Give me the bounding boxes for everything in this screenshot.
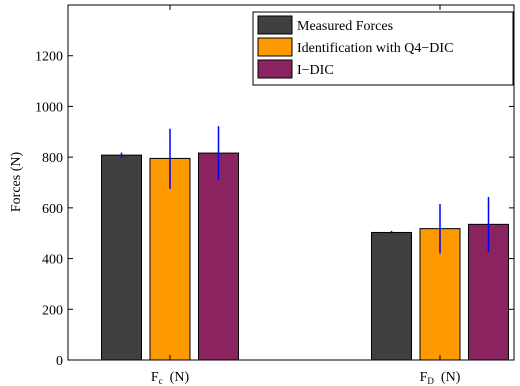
legend-label: I−DIC	[297, 63, 334, 78]
y-tick-label: 400	[42, 253, 63, 268]
bar-1-1	[101, 154, 142, 361]
x-tick-label: FD (N)	[420, 370, 461, 386]
plot-frame	[67, 4, 515, 361]
y-tick-label: 200	[42, 303, 63, 318]
y-tick-label: 0	[56, 354, 63, 369]
bars-layer	[101, 152, 509, 361]
error-bars-layer	[120, 126, 490, 254]
y-tick-label: 600	[42, 202, 63, 217]
x-axis: Fc (N) FD (N)	[151, 5, 461, 386]
y-axis: 0 200 400 600 800 1000 1200	[35, 50, 514, 369]
y-axis-title: Forces (N)	[9, 152, 24, 213]
legend: Measured Forces Identification with Q4−DI…	[252, 11, 514, 86]
bar-1-2	[371, 231, 412, 361]
legend-swatch	[257, 37, 293, 57]
y-tick-label: 1200	[35, 50, 63, 65]
bar-3-1	[198, 152, 239, 361]
legend-label: Measured Forces	[297, 19, 393, 34]
y-tick-label: 1000	[35, 100, 63, 115]
legend-box	[252, 11, 514, 86]
legend-swatch	[257, 59, 293, 79]
legend-swatch	[257, 15, 293, 35]
x-tick-label: Fc (N)	[151, 370, 190, 386]
y-tick-label: 800	[42, 151, 63, 166]
legend-label: Identification with Q4−DIC	[297, 41, 453, 56]
bar-2-1	[149, 157, 191, 361]
